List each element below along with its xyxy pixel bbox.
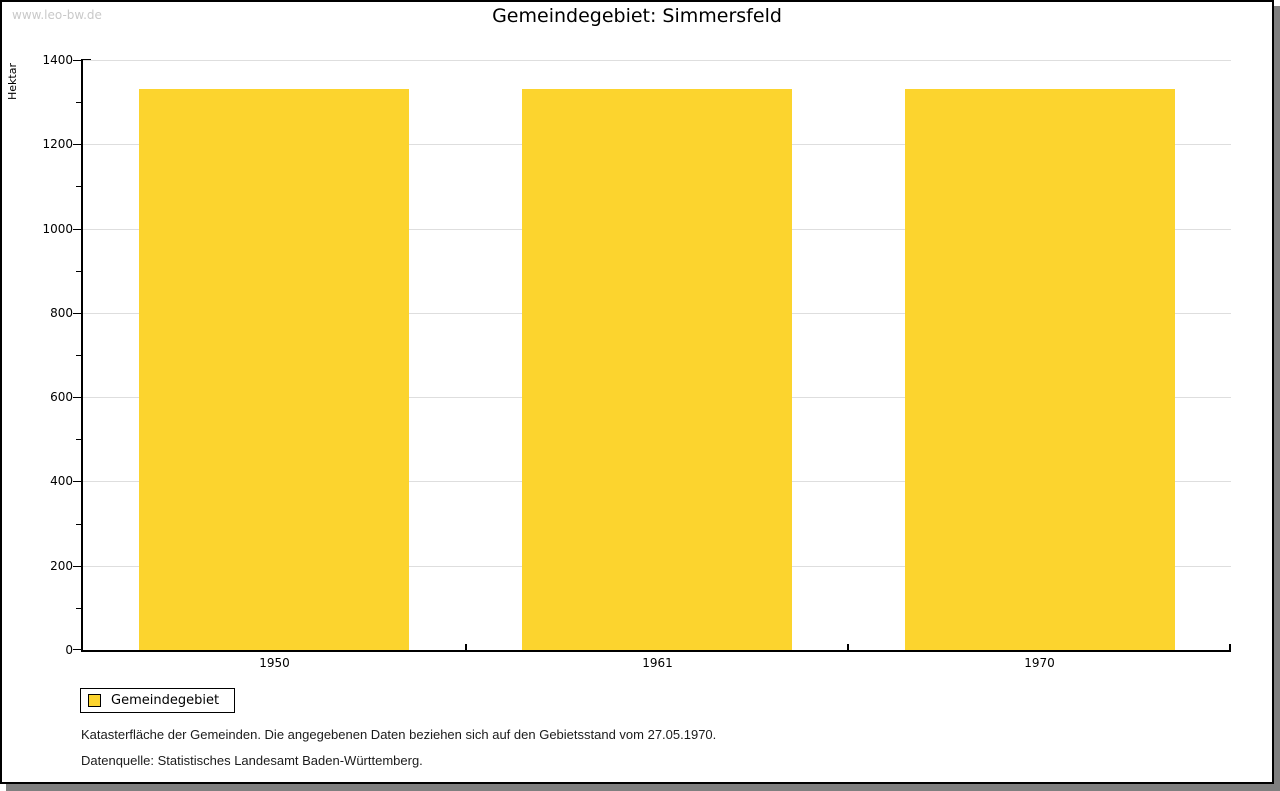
y-axis-minor-tick [76,524,81,525]
chart-title: Gemeindegebiet: Simmersfeld [492,5,782,27]
y-axis-major-tick [73,229,81,230]
y-axis-major-tick [73,481,81,482]
y-axis-major-tick [73,313,81,314]
y-axis-tick-label: 0 [65,643,73,657]
x-axis-separator-tick [465,644,467,650]
y-axis-minor-tick [76,608,81,609]
legend-color-swatch [88,694,101,707]
y-axis-minor-tick [76,355,81,356]
footnote-source-note: Katasterfläche der Gemeinden. Die angege… [81,727,717,742]
y-axis-title: Hektar [6,63,19,100]
y-axis-minor-tick [76,271,81,272]
x-axis-label-1950: 1950 [259,656,290,670]
y-axis-major-tick [73,566,81,567]
x-axis-end-tick [1229,644,1231,650]
legend: Gemeindegebiet [80,688,236,713]
plot-area: 0 200 400 600 800 1000 1200 1400 1950 1961 1970 [42,53,1231,670]
y-axis-tick-label: 1000 [42,222,73,236]
y-axis-minor-tick [76,102,81,103]
y-axis-minor-tick [76,186,81,187]
x-axis-label-1970: 1970 [1024,656,1055,670]
y-axis-tick-label: 1400 [42,53,73,67]
y-axis-major-tick [73,397,81,398]
y-axis-major-tick [73,144,81,145]
x-axis-separator-tick [847,644,849,650]
bar-1970 [905,89,1175,650]
y-axis-minor-tick [76,439,81,440]
footnote-data-source: Datenquelle: Statistisches Landesamt Bad… [81,753,423,768]
y-axis-tick-label: 200 [50,559,73,573]
y-axis-tick-label: 600 [50,390,73,404]
y-gridline [83,60,1231,61]
watermark-text: www.leo-bw.de [12,8,102,22]
y-axis-major-tick [73,60,81,61]
bar-1961 [522,89,792,650]
legend-series-label: Gemeindegebiet [111,693,220,708]
y-axis-tick-label: 400 [50,474,73,488]
y-axis-tick-label: 1200 [42,137,73,151]
y-axis-major-tick [73,649,81,650]
x-axis-label-1961: 1961 [642,656,673,670]
y-axis-tick-label: 800 [50,306,73,320]
bar-1950 [139,89,409,650]
